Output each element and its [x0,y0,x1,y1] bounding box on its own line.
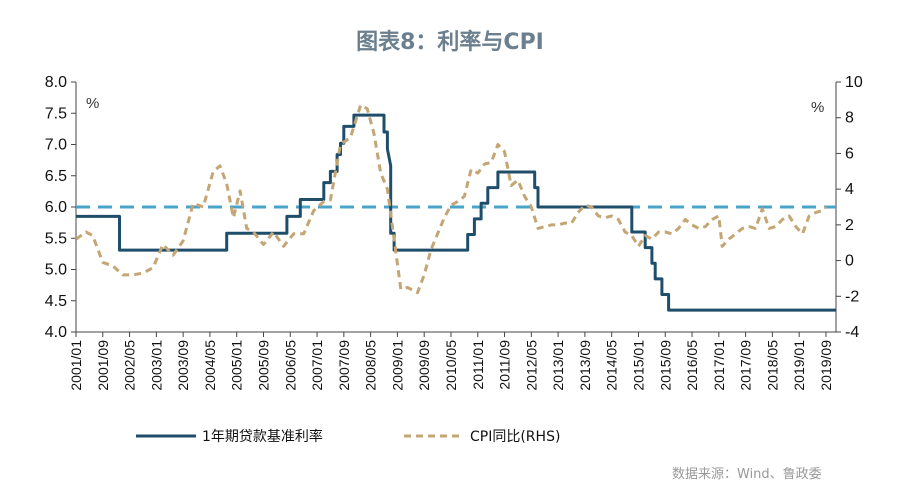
x-tick-label: 2018/05 [764,340,780,391]
axes: 4.0 4.5 5.0 5.5 6.0 6.5 7.0 7.5 8.0 -4 -2 0 2 4 6 8 10%%… [45,74,863,391]
legend-label-loan-rate: 1年期贷款基准利率 [202,428,323,445]
left-tick-label: 6.5 [45,168,67,185]
x-tick-label: 2002/05 [122,340,138,391]
right-tick-label: -2 [845,288,859,305]
x-tick-label: 2017/01 [711,340,727,391]
legend: 1年期贷款基准利率 CPI同比(RHS) [136,428,560,445]
x-tick-label: 2001/09 [95,340,111,391]
x-tick-label: 2004/05 [202,340,218,391]
left-tick-label: 7.0 [45,137,67,154]
x-tick-label: 2015/01 [630,340,646,391]
left-tick-label: 5.0 [45,262,67,279]
x-tick-label: 2019/01 [791,340,807,391]
x-tick-label: 2009/09 [416,340,432,391]
right-tick-label: 6 [845,145,854,162]
left-unit-label: % [86,95,99,112]
right-tick-label: -4 [845,324,859,341]
legend-label-cpi: CPI同比(RHS) [470,429,560,445]
x-tick-label: 2014/05 [604,340,620,391]
x-tick-label: 2001/01 [68,340,84,391]
x-tick-label: 2015/09 [657,340,673,391]
source-note: 数据来源：Wind、鲁政委 [672,467,822,482]
x-tick-label: 2003/01 [148,340,164,391]
series-line-loan-rate [76,113,836,312]
right-tick-label: 2 [845,217,854,234]
left-tick-label: 5.5 [45,230,67,247]
x-tick-label: 2006/05 [282,340,298,391]
right-unit-label: % [811,99,824,116]
x-tick-label: 2007/01 [309,340,325,391]
series-line-cpi [75,103,828,295]
right-tick-label: 4 [845,181,854,198]
left-tick-label: 8.0 [45,74,67,91]
left-tick-label: 4.0 [45,324,67,341]
left-tick-label: 6.0 [45,199,67,216]
x-tick-label: 2007/09 [336,340,352,391]
x-tick-label: 2011/01 [470,340,486,390]
x-tick-label: 2010/05 [443,340,459,391]
right-tick-label: 10 [845,74,863,91]
right-tick-label: 0 [845,253,854,270]
left-tick-label: 4.5 [45,293,67,310]
x-tick-label: 2017/09 [738,340,754,391]
x-tick-label: 2013/09 [577,340,593,391]
left-tick-label: 7.5 [45,105,67,122]
chart-title: 图表8：利率与CPI [356,30,544,55]
x-tick-label: 2019/09 [818,340,834,391]
series-layer [75,103,836,312]
x-tick-label: 2005/09 [255,340,271,391]
x-tick-label: 2003/09 [175,340,191,391]
x-tick-label: 2013/01 [550,340,566,391]
x-tick-label: 2009/01 [389,340,405,391]
x-tick-label: 2005/01 [229,340,245,391]
x-tick-label: 2008/05 [363,340,379,391]
x-tick-label: 2016/05 [684,340,700,391]
x-tick-label: 2012/05 [523,340,539,391]
right-tick-label: 8 [845,110,854,127]
x-tick-label: 2011/09 [497,340,513,390]
